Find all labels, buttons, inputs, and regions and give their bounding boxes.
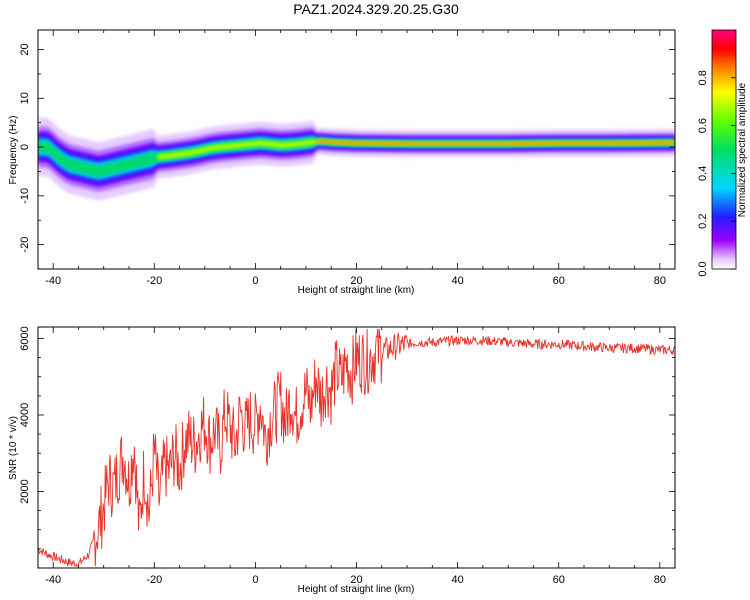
snr-series-line: [38, 328, 675, 567]
snr-y-tick-label: 4000: [19, 403, 31, 427]
spectrogram-x-tick-label: 80: [654, 275, 666, 287]
spectrogram-y-tick-label: 10: [19, 92, 31, 104]
spectrogram-x-tick-label: -40: [45, 275, 61, 287]
colorbar-gradient: [711, 29, 737, 270]
snr-y-ticks: 2000 4000 6000: [19, 326, 675, 569]
colorbar-tick-label: 0.8: [697, 70, 709, 85]
spectrogram-panel: -40 -20 0 20 40 60 80 -20 -10 0 10 20 Height of st…: [8, 29, 676, 296]
spectrogram-x-tick-label: 0: [252, 275, 258, 287]
snr-y-tick-label: 6000: [19, 326, 31, 350]
spectrogram-x-ticks: -40 -20 0 20 40 60 80: [45, 30, 666, 287]
spectrogram-y-tick-label: -20: [19, 237, 31, 253]
snr-x-tick-label: 20: [350, 574, 362, 586]
spectrogram-x-tick-label: 60: [553, 275, 565, 287]
snr-x-tick-label: -20: [146, 574, 162, 586]
snr-x-tick-label: 0: [252, 574, 258, 586]
colorbar-tick-label: 0.4: [697, 166, 709, 181]
snr-x-tick-label: 80: [654, 574, 666, 586]
spectrogram-x-tick-label: 40: [451, 275, 463, 287]
snr-x-tick-label: -40: [45, 574, 61, 586]
snr-y-label: SNR (10 * v/v): [8, 416, 19, 480]
snr-x-ticks: -40 -20 0 20 40 60 80: [45, 327, 666, 586]
spectrogram-y-label: Frequency (Hz): [8, 116, 19, 185]
colorbar: 0.0 0.2 0.4 0.6 0.8 Normalized spectral ampl…: [697, 29, 748, 277]
spectrogram-heatmap: [38, 117, 675, 201]
spectrogram-x-tick-label: -20: [146, 275, 162, 287]
spectrogram-x-label: Height of straight line (km): [298, 285, 415, 296]
snr-x-tick-label: 40: [451, 574, 463, 586]
colorbar-label: Normalized spectral amplitude: [737, 82, 748, 217]
colorbar-tick-label: 0.0: [697, 261, 709, 276]
heatmap-band: [38, 137, 675, 178]
snr-x-tick-label: 60: [553, 574, 565, 586]
spectrogram-y-tick-label: -10: [19, 188, 31, 204]
colorbar-ticks: 0.0 0.2 0.4 0.6 0.8: [697, 70, 736, 277]
spectrogram-x-tick-label: 20: [350, 275, 362, 287]
snr-panel: -40 -20 0 20 40 60 80 2000 4000 6000 Height of s…: [8, 326, 676, 595]
colorbar-tick-label: 0.2: [697, 214, 709, 229]
spectrogram-y-ticks: -20 -10 0 10 20: [19, 43, 675, 270]
heatmap-band: [38, 135, 675, 180]
snr-x-label: Height of straight line (km): [298, 584, 415, 595]
spectrogram-y-tick-label: 20: [19, 43, 31, 55]
heatmap-band: [316, 140, 675, 145]
snr-y-tick-label: 2000: [19, 479, 31, 503]
spectrogram-y-tick-label: 0: [19, 144, 31, 150]
figure-title: PAZ1.2024.329.20.25.G30: [293, 1, 459, 17]
colorbar-tick-label: 0.6: [697, 118, 709, 133]
